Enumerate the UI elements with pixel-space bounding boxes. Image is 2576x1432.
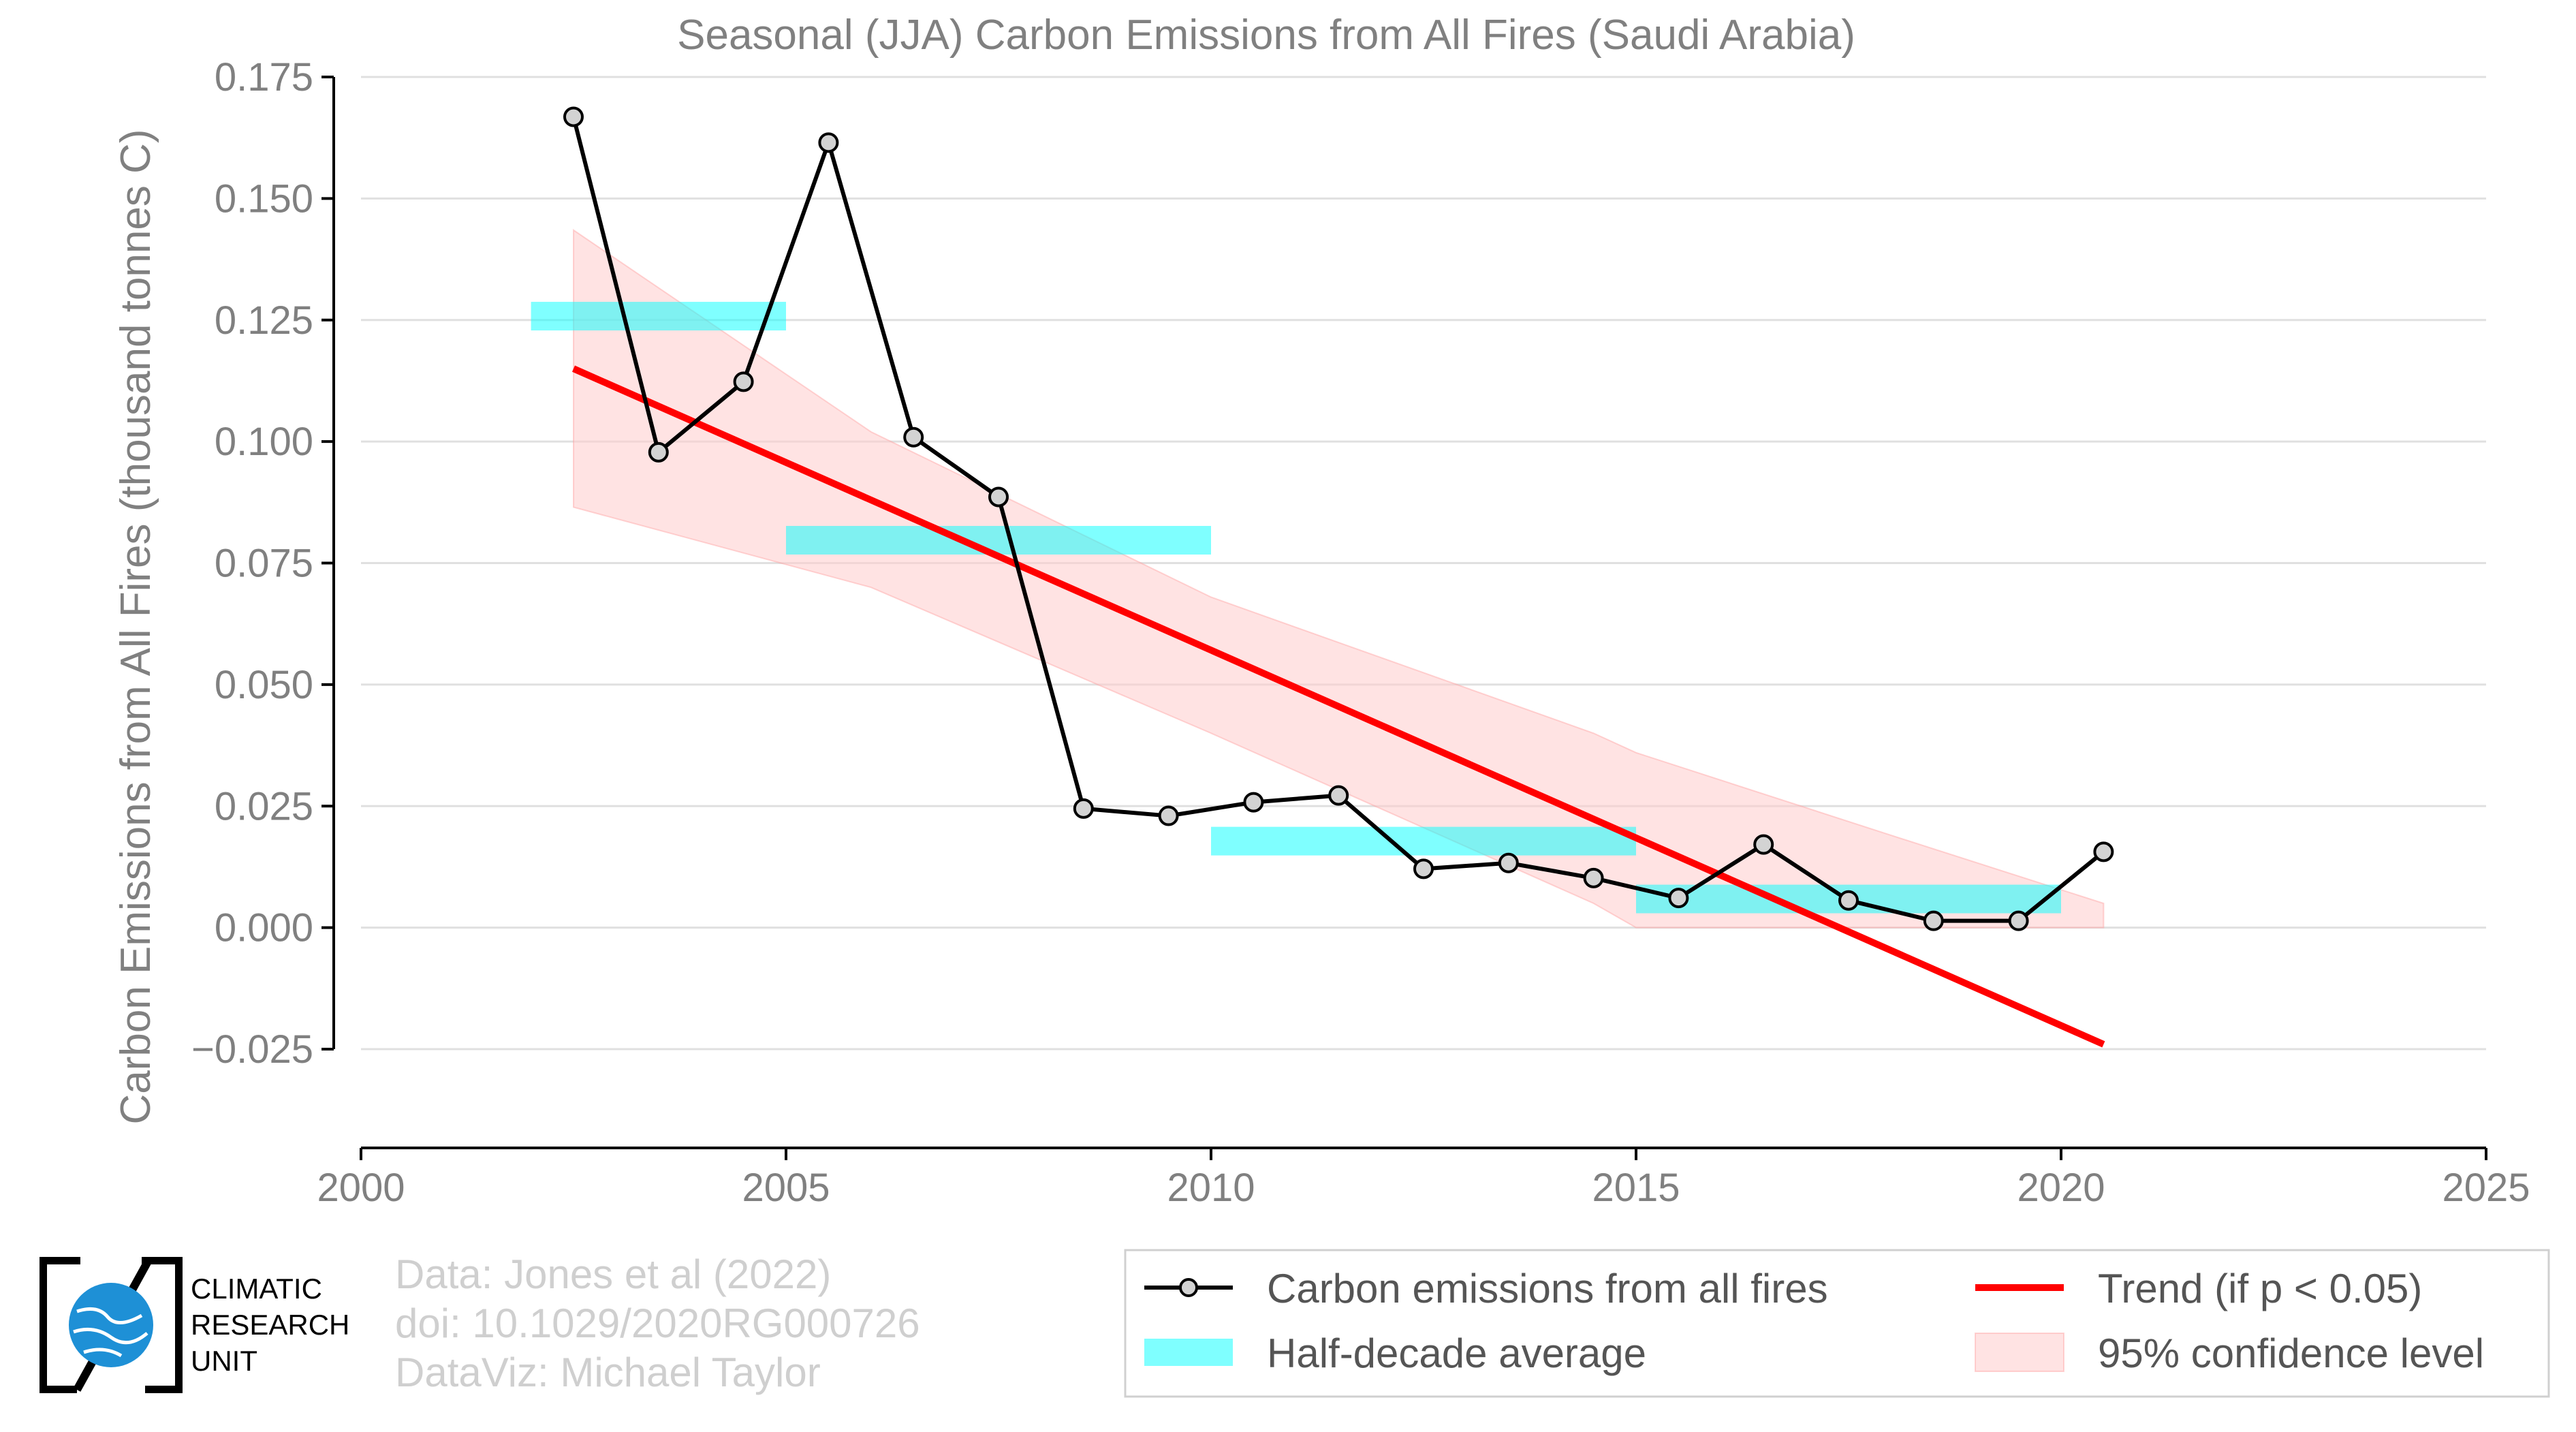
- y-tick-label: 0.050: [215, 663, 313, 707]
- y-tick-label: 0.150: [215, 176, 313, 221]
- cru-globe-icon: [39, 1256, 183, 1394]
- emissions-point: [1753, 834, 1774, 855]
- legend-label: Carbon emissions from all fires: [1267, 1266, 1828, 1311]
- x-tick-label: 2010: [1167, 1166, 1255, 1210]
- half-decade-bar: [786, 525, 1211, 555]
- credit-line-3: DataViz: Michael Taylor: [395, 1350, 821, 1395]
- trend-line-group: [571, 365, 2105, 1048]
- legend: Carbon emissions from all fires Trend (if…: [1124, 1249, 2550, 1398]
- credit-line-1: Data: Jones et al (2022): [395, 1251, 832, 1297]
- half-decade-bar: [1211, 826, 1636, 856]
- cru-logo: CLIMATIC RESEARCH UNIT: [39, 1256, 360, 1394]
- legend-label: Trend (if p < 0.05): [2098, 1266, 2422, 1311]
- y-tick-label: 0.075: [215, 542, 313, 586]
- grid-lines: [361, 76, 2486, 1050]
- emissions-point: [1923, 910, 1944, 931]
- legend-swatch: [1975, 1333, 2064, 1372]
- legend-marker: [1179, 1278, 1198, 1297]
- emissions-point: [2008, 910, 2029, 931]
- half-decade-bar: [531, 302, 786, 331]
- legend-label: 95% confidence level: [2098, 1330, 2484, 1376]
- half-decade-bars: [531, 302, 2061, 914]
- emissions-point: [1498, 852, 1519, 873]
- x-tick-label: 2025: [2442, 1166, 2530, 1210]
- y-tick-label: 0.000: [215, 906, 313, 950]
- emissions-point: [648, 441, 669, 463]
- x-tick-label: 2020: [2017, 1166, 2105, 1210]
- y-tick-label: −0.025: [191, 1027, 313, 1072]
- y-tick-label: 0.025: [215, 784, 313, 828]
- emissions-point: [1073, 798, 1094, 819]
- confidence-band: [573, 228, 2105, 929]
- emissions-point: [2093, 841, 2114, 862]
- x-tick-label: 2000: [317, 1166, 405, 1210]
- cru-text-line-3: UNIT: [191, 1345, 257, 1377]
- emissions-point: [1413, 858, 1434, 880]
- y-axis-label: Carbon Emissions from All Fires (thousan…: [112, 129, 159, 1124]
- axes: −0.025 0.000 0.025 0.050 0.075 0.100 0.125 0.15…: [191, 55, 2530, 1210]
- emissions-point: [1838, 890, 1859, 911]
- emissions-point: [1158, 805, 1179, 826]
- emissions-point: [988, 486, 1009, 508]
- emissions-point: [818, 132, 839, 153]
- data-credit: Data: Jones et al (2022) doi: 10.1029/20…: [395, 1250, 920, 1397]
- chart-title: Seasonal (JJA) Carbon Emissions from All…: [677, 12, 1855, 59]
- trend-line: [571, 365, 2105, 1048]
- legend-swatch: [1144, 1339, 1233, 1366]
- emissions-point: [1243, 792, 1264, 813]
- cru-text-line-1: CLIMATIC: [191, 1273, 322, 1305]
- emissions-point: [563, 106, 584, 127]
- emissions-point: [733, 371, 754, 392]
- x-tick-label: 2015: [1592, 1166, 1680, 1210]
- y-tick-label: 0.125: [215, 298, 313, 343]
- legend-box: [1124, 1249, 2550, 1398]
- x-tick-label: 2005: [742, 1166, 830, 1210]
- emissions-point: [903, 426, 924, 448]
- cru-text-line-2: RESEARCH: [191, 1309, 350, 1341]
- y-tick-label: 0.100: [215, 420, 313, 464]
- y-tick-label: 0.175: [215, 55, 313, 99]
- credit-line-2: doi: 10.1029/2020RG000726: [395, 1301, 920, 1346]
- emissions-point: [1583, 867, 1604, 888]
- emissions-point: [1668, 888, 1689, 909]
- emissions-point: [1328, 785, 1349, 806]
- confidence-band-area: [573, 228, 2105, 929]
- legend-label: Half-decade average: [1267, 1330, 1646, 1376]
- emissions-series: [563, 106, 2114, 931]
